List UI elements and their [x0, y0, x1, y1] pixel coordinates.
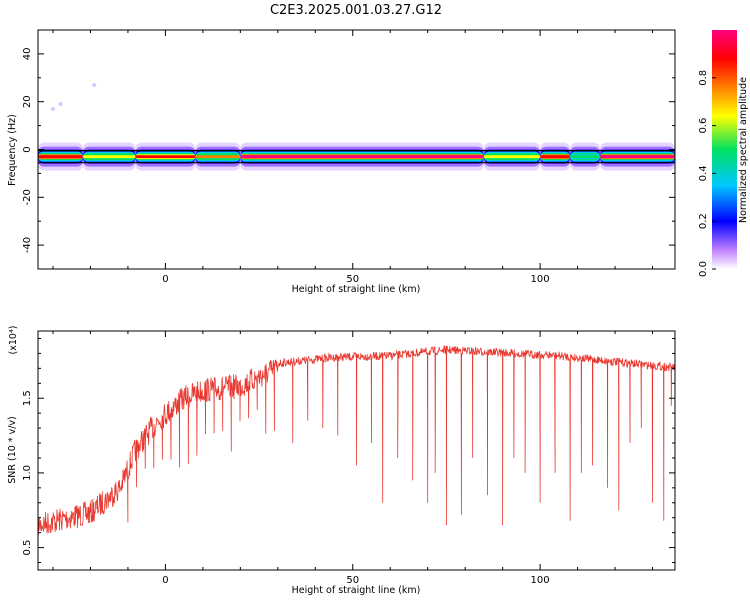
spectrogram-panel: 0 50 100 -40 -20 0 20 40 Height of straight lin…	[7, 29, 676, 295]
band-segment	[540, 155, 571, 159]
snr-xlabel: Height of straight line (km)	[292, 585, 421, 596]
band-segment	[195, 155, 241, 159]
snr-frame	[37, 330, 676, 571]
colorbar-tick-label: 0.6	[698, 118, 709, 134]
x-tick-label: 100	[531, 575, 550, 586]
x-tick-label: 100	[531, 274, 550, 285]
band-segment	[82, 155, 136, 159]
colorbar-tick-label: 0.8	[698, 70, 709, 86]
colorbar-tick-label: 0.0	[698, 261, 709, 277]
colorbar-ticks: 0.0 0.2 0.4 0.6 0.8	[698, 70, 716, 277]
y-tick-label: 0	[22, 146, 33, 152]
snr-multiplier: (x10⁴)	[8, 326, 19, 355]
band-segment	[570, 155, 601, 159]
snr-ylabel: SNR (10 * v/v)	[7, 416, 18, 484]
snr-line	[37, 345, 676, 536]
chart-title: C2E3.2025.001.03.27.G12	[270, 3, 442, 18]
x-tick-label: 50	[346, 274, 359, 285]
snr-series	[37, 345, 676, 536]
x-tick-label: 0	[162, 575, 168, 586]
colorbar-gradient	[712, 30, 737, 269]
band-segment	[240, 155, 484, 159]
spectral-band	[38, 82, 675, 171]
y-tick-label: 40	[22, 48, 33, 61]
spectrogram-xlabel: Height of straight line (km)	[292, 284, 421, 295]
colorbar-label: Normalized spectral amplitude	[738, 77, 749, 223]
colorbar: 0.0 0.2 0.4 0.6 0.8 Normalized spectral ampl…	[698, 30, 749, 277]
y-tick-label: -20	[22, 189, 33, 205]
stray-point	[58, 102, 63, 107]
x-tick-label: 50	[346, 575, 359, 586]
y-tick-label: -40	[22, 237, 33, 253]
band-segment	[38, 155, 83, 159]
y-tick-label: 20	[22, 95, 33, 108]
stray-point	[92, 82, 97, 87]
colorbar-tick-label: 0.2	[698, 213, 709, 229]
y-tick-label: 1.5	[22, 390, 33, 406]
y-tick-label: 1.0	[22, 465, 33, 481]
spectrogram-ylabel: Frequency (Hz)	[7, 114, 18, 186]
x-tick-label: 0	[162, 274, 168, 285]
band-segment	[483, 155, 541, 159]
y-tick-label: 0.5	[22, 540, 33, 556]
snr-panel: 0 50 100 0.5 1.0 1.5 Height of straight line …	[7, 326, 676, 596]
spectrogram-ticks: 0 50 100 -40 -20 0 20 40	[22, 29, 675, 285]
colorbar-tick-label: 0.4	[698, 165, 709, 181]
band-segment	[135, 155, 196, 159]
snr-ticks: 0 50 100 0.5 1.0 1.5	[22, 331, 675, 586]
stray-point	[50, 106, 55, 111]
band-segment	[600, 155, 675, 159]
